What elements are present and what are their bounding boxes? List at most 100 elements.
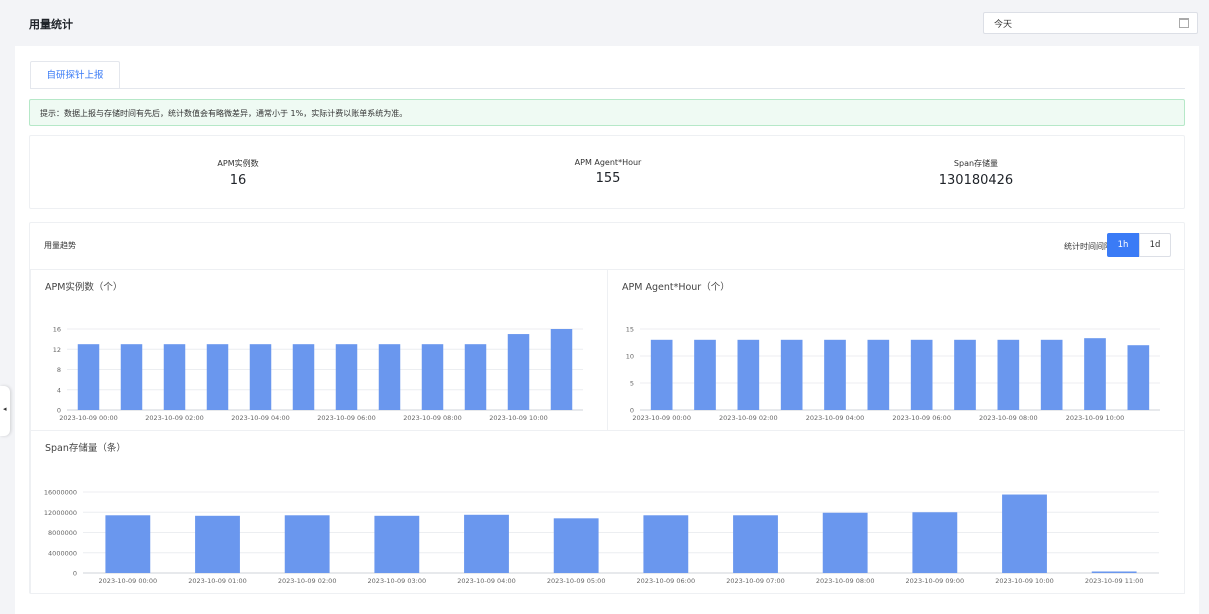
span-storage-chart: 0 4000000 8000000 12000000 16000000 2023-10-0…: [44, 489, 1159, 585]
bar[interactable]: [1084, 338, 1106, 410]
bar[interactable]: [650, 339, 673, 410]
y-tick-label: 5: [630, 380, 634, 388]
bar[interactable]: [507, 334, 530, 410]
y-tick-label: 0: [73, 570, 77, 578]
interval-1d-button[interactable]: 1d: [1139, 233, 1171, 257]
chart-title: APM Agent*Hour（个）: [622, 282, 730, 293]
bar[interactable]: [780, 339, 803, 410]
stat-value: 130180426: [938, 173, 1014, 188]
bar[interactable]: [550, 329, 573, 410]
date-picker[interactable]: 今天: [983, 12, 1198, 34]
bar[interactable]: [206, 344, 229, 410]
bar[interactable]: [1002, 494, 1047, 573]
y-tick-label: 4: [57, 386, 61, 394]
chart-title: APM实例数（个）: [45, 282, 123, 293]
x-tick-label: 2023-10-09 04:00: [806, 414, 865, 422]
bar[interactable]: [737, 339, 760, 410]
y-tick-label: 0: [630, 407, 634, 415]
bar[interactable]: [1040, 339, 1063, 410]
bar[interactable]: [824, 339, 846, 410]
bar[interactable]: [910, 339, 933, 410]
date-picker-value: 今天: [994, 20, 1013, 30]
interval-label: 统计时间间隔: [1064, 242, 1112, 251]
sidebar-collapse-toggle[interactable]: ◂: [0, 386, 10, 436]
x-tick-label: 2023-10-09 11:00: [1085, 577, 1144, 585]
bar[interactable]: [1091, 571, 1137, 573]
bar[interactable]: [292, 344, 315, 410]
bar[interactable]: [867, 339, 890, 410]
x-tick-label: 2023-10-09 05:00: [547, 577, 606, 585]
bar[interactable]: [643, 515, 689, 573]
chart-panel-agent-hour: APM Agent*Hour（个） 0 5 10 15 2023-10-09 00:00…: [607, 269, 1185, 431]
stat-label: APM实例数: [217, 159, 259, 168]
x-tick-label: 2023-10-09 02:00: [719, 414, 778, 422]
chart-panel-apm-instances: APM实例数（个） 0 4 8 12 16 2023-10-09 00:00 2023-10…: [30, 269, 608, 431]
y-tick-label: 8000000: [48, 529, 77, 537]
stats-summary: APM实例数 16 APM Agent*Hour 155 Span存储量 130…: [29, 135, 1185, 209]
stat-value: 16: [229, 173, 247, 188]
bar[interactable]: [464, 344, 487, 410]
stat-label: APM Agent*Hour: [574, 158, 642, 167]
bar[interactable]: [374, 515, 420, 573]
y-tick-label: 16: [53, 326, 61, 334]
x-tick-label: 2023-10-09 08:00: [403, 414, 462, 422]
interval-1h-button[interactable]: 1h: [1107, 233, 1139, 257]
bar[interactable]: [249, 344, 272, 410]
x-tick-label: 2023-10-09 04:00: [457, 577, 516, 585]
x-tick-label: 2023-10-09 09:00: [906, 577, 965, 585]
bar[interactable]: [997, 339, 1020, 410]
chevron-left-icon: ◂: [3, 405, 7, 413]
bar[interactable]: [378, 344, 401, 410]
bar[interactable]: [120, 344, 143, 410]
main-content: 自研探针上报 提示：数据上报与存储时间有先后，统计数值会有略微差异，通常小于 1…: [15, 46, 1199, 614]
bar[interactable]: [163, 344, 186, 410]
bar[interactable]: [553, 518, 599, 573]
stat-agent-hour: APM Agent*Hour 155: [528, 158, 688, 186]
y-tick-label: 0: [57, 407, 61, 415]
y-tick-label: 12: [53, 346, 61, 354]
bar[interactable]: [822, 512, 868, 573]
x-tick-label: 2023-10-09 01:00: [188, 577, 247, 585]
stat-span-storage: Span存储量 130180426: [896, 158, 1056, 188]
x-tick-label: 2023-10-09 00:00: [632, 414, 691, 422]
x-tick-label: 2023-10-09 08:00: [979, 414, 1038, 422]
bar[interactable]: [1127, 345, 1150, 410]
x-tick-label: 2023-10-09 08:00: [816, 577, 875, 585]
bar[interactable]: [335, 344, 358, 410]
page-header: 用量统计 今天: [0, 0, 1209, 46]
x-tick-label: 2023-10-09 02:00: [278, 577, 337, 585]
tab-divider: [30, 88, 1185, 89]
page-title: 用量统计: [29, 18, 73, 31]
usage-trend-card: 用量趋势 统计时间间隔 1h 1d APM实例数（个） 0 4 8 12 16 2023-…: [29, 222, 1185, 594]
bar[interactable]: [912, 512, 958, 573]
bar[interactable]: [464, 514, 509, 573]
bar[interactable]: [105, 515, 151, 573]
trend-title: 用量趋势: [44, 241, 76, 250]
stat-label: Span存储量: [953, 159, 999, 168]
bar[interactable]: [694, 339, 716, 410]
x-tick-label: 2023-10-09 10:00: [489, 414, 548, 422]
bar[interactable]: [954, 339, 976, 410]
x-tick-label: 2023-10-09 03:00: [368, 577, 427, 585]
bar[interactable]: [195, 515, 240, 573]
stat-value: 155: [595, 171, 621, 186]
y-tick-label: 16000000: [44, 489, 77, 497]
bar[interactable]: [733, 515, 778, 573]
y-tick-label: 10: [626, 353, 634, 361]
y-tick-label: 15: [626, 326, 634, 334]
calendar-icon: [1179, 18, 1189, 28]
apm-instances-chart: 0 4 8 12 16 2023-10-09 00:00 2023-10-09 02:00 2…: [53, 326, 583, 422]
x-tick-label: 2023-10-09 10:00: [995, 577, 1054, 585]
tab-self-probe[interactable]: 自研探针上报: [30, 61, 120, 89]
chart-title: Span存储量（条）: [45, 443, 126, 454]
x-tick-label: 2023-10-09 00:00: [59, 414, 118, 422]
chart-panel-span-storage: Span存储量（条） 0 4000000 8000000 12000000 160000…: [30, 430, 1185, 594]
y-tick-label: 4000000: [48, 549, 77, 557]
bar[interactable]: [284, 515, 330, 573]
bar[interactable]: [77, 344, 100, 410]
x-tick-label: 2023-10-09 07:00: [726, 577, 785, 585]
x-tick-label: 2023-10-09 02:00: [145, 414, 204, 422]
x-tick-label: 2023-10-09 10:00: [1066, 414, 1125, 422]
agent-hour-chart: 0 5 10 15 2023-10-09 00:00 2023-10-09 02:00 20…: [626, 326, 1160, 422]
bar[interactable]: [421, 344, 444, 410]
